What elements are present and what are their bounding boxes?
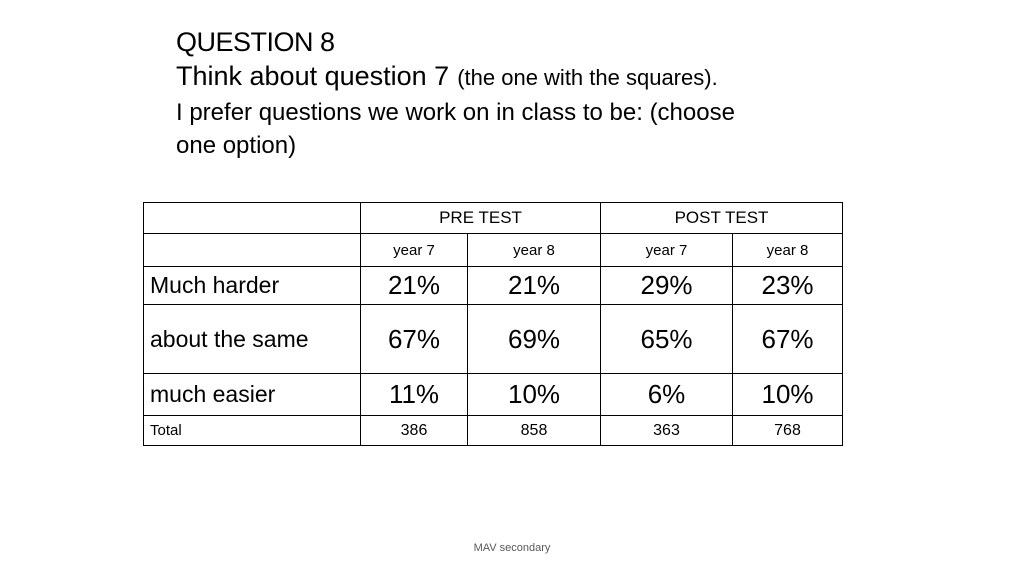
table-cell: 23% (732, 266, 844, 305)
table-cell: 6% (600, 373, 734, 416)
table-row-much-easier: much easier 11% 10% 6% 10% (143, 373, 844, 416)
row-label: much easier (143, 373, 361, 416)
table-cell: 21% (360, 266, 468, 305)
table-cell: 11% (360, 373, 468, 416)
question-line-3: I prefer questions we work on in class t… (176, 99, 735, 126)
table-cell: 858 (466, 415, 602, 446)
table-cell: 768 (732, 415, 844, 446)
slide-title-block: QUESTION 8 Think about question 7 (the on… (176, 26, 876, 162)
table-cell: 29% (600, 266, 734, 305)
table-row-total: Total 386 858 363 768 (143, 415, 844, 446)
question-line-2-main: Think about question 7 (176, 61, 450, 91)
table-row-about-the-same: about the same 67% 69% 65% 67% (143, 304, 844, 374)
table-cell: 21% (466, 266, 602, 305)
group-header-pre-test: PRE TEST (359, 202, 602, 234)
results-table: PRE TEST POST TEST year 7 year 8 year 7 … (143, 202, 844, 446)
corner-cell (143, 233, 361, 267)
table-cell: 363 (600, 415, 734, 446)
row-label: Much harder (143, 266, 361, 305)
question-line-4: one option) (176, 132, 297, 159)
group-header-row: PRE TEST POST TEST (143, 202, 844, 234)
corner-cell (143, 202, 361, 234)
table-cell: 65% (600, 304, 734, 374)
table-cell: 10% (466, 373, 602, 416)
year-header-post-year8: year 8 (732, 233, 844, 267)
question-line-2-note: (the one with the squares). (457, 65, 718, 90)
table-cell: 10% (732, 373, 844, 416)
row-label: Total (143, 415, 361, 446)
year-header-pre-year7: year 7 (360, 233, 468, 267)
year-header-post-year7: year 7 (600, 233, 734, 267)
table-cell: 67% (732, 304, 844, 374)
year-header-row: year 7 year 8 year 7 year 8 (143, 233, 844, 267)
year-header-pre-year8: year 8 (466, 233, 602, 267)
question-heading: QUESTION 8 (176, 27, 335, 57)
table-cell: 386 (360, 415, 468, 446)
table-cell: 67% (360, 304, 468, 374)
table-cell: 69% (466, 304, 602, 374)
question-line-2: Think about question 7 (the one with the … (176, 58, 876, 96)
table-row-much-harder: Much harder 21% 21% 29% 23% (143, 266, 844, 305)
slide-footer: MAV secondary (473, 542, 551, 554)
group-header-post-test: POST TEST (600, 202, 844, 234)
row-label: about the same (143, 304, 361, 374)
